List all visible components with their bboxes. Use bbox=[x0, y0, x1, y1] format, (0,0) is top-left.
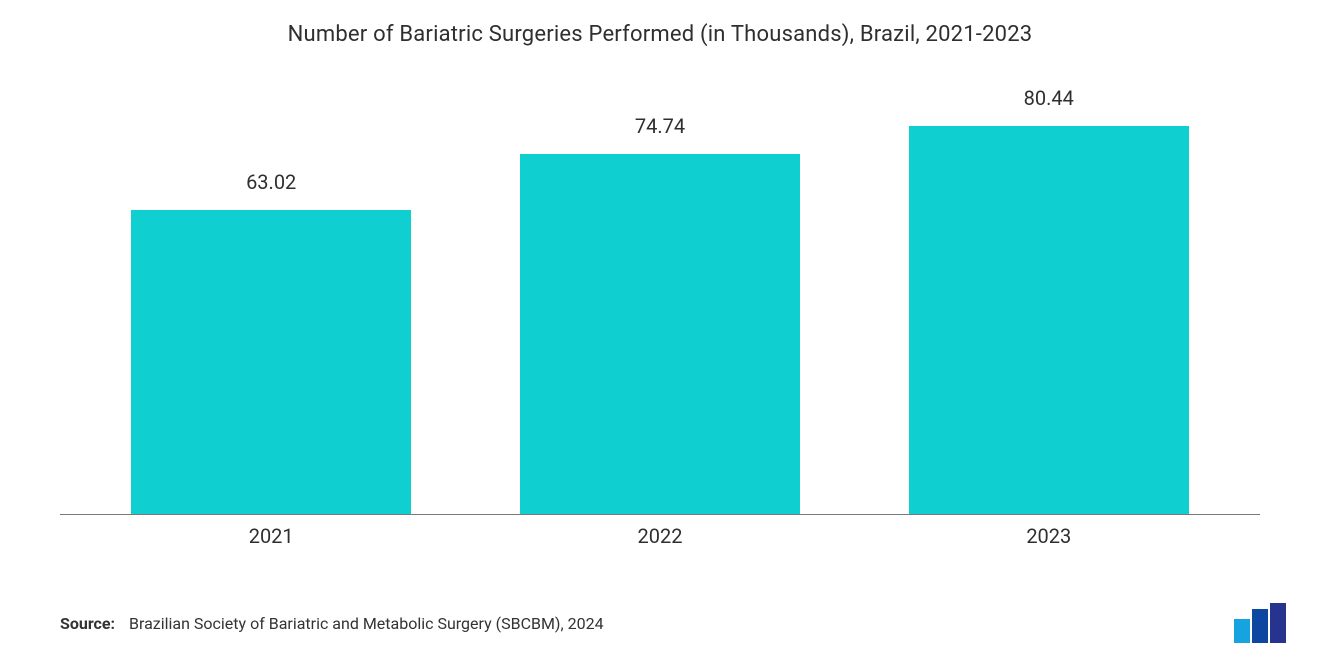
x-tick-label: 2022 bbox=[520, 524, 800, 548]
logo-bar-1 bbox=[1234, 619, 1250, 643]
bar-value-label: 63.02 bbox=[131, 170, 411, 194]
bar bbox=[520, 154, 800, 514]
bar-value-label: 74.74 bbox=[520, 114, 800, 138]
x-tick-label: 2023 bbox=[909, 524, 1189, 548]
bar bbox=[131, 210, 411, 514]
bar-group-2022: 74.74 2022 bbox=[520, 80, 800, 514]
source-text: Brazilian Society of Bariatric and Metab… bbox=[129, 614, 604, 633]
bar-group-2023: 80.44 2023 bbox=[909, 80, 1189, 514]
logo-bar-3 bbox=[1270, 603, 1286, 643]
plot-area: 63.02 2021 74.74 2022 80.44 2023 bbox=[60, 80, 1260, 515]
bar bbox=[909, 126, 1189, 514]
chart-title: Number of Bariatric Surgeries Performed … bbox=[0, 0, 1320, 47]
source-label: Source: bbox=[60, 614, 115, 633]
bar-value-label: 80.44 bbox=[909, 86, 1189, 110]
bar-group-2021: 63.02 2021 bbox=[131, 80, 411, 514]
logo-bar-2 bbox=[1252, 609, 1268, 643]
x-tick-label: 2021 bbox=[131, 524, 411, 548]
source-line: Source: Brazilian Society of Bariatric a… bbox=[60, 614, 604, 633]
brand-logo bbox=[1234, 603, 1296, 643]
